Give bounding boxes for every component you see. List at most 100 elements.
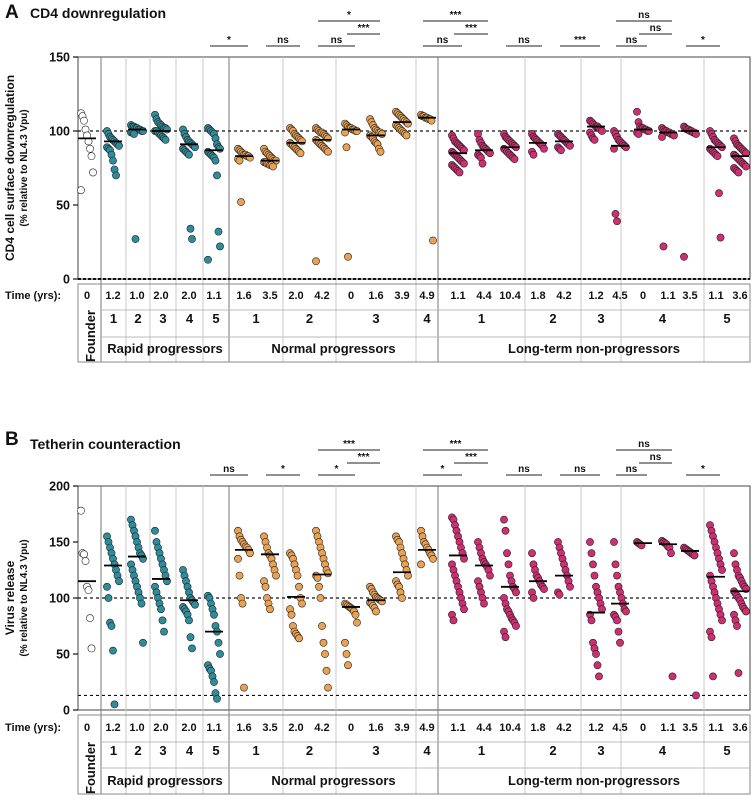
data-point <box>80 116 88 125</box>
data-point <box>87 152 96 161</box>
time-value: 3.5 <box>682 722 697 734</box>
data-point <box>692 691 700 700</box>
data-point <box>238 599 247 608</box>
data-column <box>586 538 606 681</box>
data-point <box>322 666 331 675</box>
data-point <box>211 156 220 165</box>
data-point <box>235 156 244 165</box>
data-point <box>185 616 193 625</box>
time-value: 1.0 <box>129 722 144 734</box>
subject-label: 1 <box>478 311 485 326</box>
significance-label: ns <box>331 35 343 46</box>
data-column <box>448 131 468 177</box>
data-point <box>610 538 618 546</box>
data-point <box>319 638 328 647</box>
data-point <box>501 633 510 642</box>
subject-label: 3 <box>372 311 379 326</box>
y-axis-title: CD4 cell surface downregulation <box>3 75 17 261</box>
time-value: 1.1 <box>206 722 221 734</box>
data-point <box>668 672 677 681</box>
data-point <box>210 610 218 619</box>
subject-label: 2 <box>134 311 141 326</box>
time-value: 3.6 <box>732 722 747 734</box>
table-frame <box>77 283 751 363</box>
time-value: 10.4 <box>499 290 521 302</box>
data-point <box>566 582 574 591</box>
significance-label: *** <box>465 23 477 34</box>
significance-bracket: ns <box>639 23 672 35</box>
significance-label: * <box>335 464 339 475</box>
data-point <box>716 233 725 242</box>
time-value: 3.5 <box>262 290 277 302</box>
data-column <box>77 506 96 653</box>
data-column <box>392 107 412 140</box>
data-point <box>372 607 380 616</box>
data-point <box>137 599 146 608</box>
panel-letter: B <box>5 429 19 450</box>
data-column <box>234 144 254 206</box>
data-point <box>287 610 296 619</box>
data-point <box>139 638 147 647</box>
data-point <box>555 590 564 599</box>
time-value: 2.0 <box>288 722 303 734</box>
data-column <box>448 513 468 625</box>
data-point <box>188 235 196 243</box>
data-point <box>204 255 212 264</box>
data-point <box>112 171 120 180</box>
data-point <box>622 607 630 616</box>
time-value: 4.9 <box>419 722 434 734</box>
data-point <box>324 134 332 143</box>
data-point <box>115 141 123 150</box>
data-point <box>237 198 245 206</box>
time-value: 1.1 <box>660 722 675 734</box>
y-tick-label: 50 <box>56 199 70 213</box>
data-point <box>593 661 602 670</box>
data-point <box>131 235 140 243</box>
data-point <box>235 571 244 580</box>
data-column <box>260 532 280 614</box>
table-frame <box>77 714 751 795</box>
significance-label: * <box>347 10 351 21</box>
data-point <box>690 551 699 560</box>
data-column <box>234 526 254 692</box>
panel-a: A CD4 downregulation CD4 cell surface down… <box>3 2 751 363</box>
data-column <box>127 121 147 243</box>
time-value: 4.9 <box>419 290 434 302</box>
time-value: 4.2 <box>556 722 571 734</box>
time-value: 1.1 <box>206 290 221 302</box>
data-column <box>204 591 224 703</box>
significance-label: * <box>701 464 705 475</box>
data-column <box>610 538 630 647</box>
subject-label: 2 <box>306 743 313 758</box>
significance-label: * <box>227 35 231 46</box>
significance-bracket: ns <box>506 35 542 47</box>
significance-bracket: * <box>210 35 248 47</box>
significance-label: *** <box>343 439 355 450</box>
data-point <box>378 597 386 606</box>
time-value: 4.2 <box>556 290 571 302</box>
data-point <box>718 616 726 625</box>
subject-label: 3 <box>597 311 604 326</box>
time-value: 3.5 <box>682 290 697 302</box>
data-point <box>715 189 723 198</box>
data-column <box>312 124 332 266</box>
significance-bracket: ns <box>506 464 542 476</box>
data-column <box>341 119 361 261</box>
significance-label: *** <box>358 23 370 34</box>
panel-b: B Tetherin counteraction Virus release (% r… <box>3 429 751 795</box>
significance-label: *** <box>465 452 477 463</box>
significance-bracket: ns <box>616 439 672 451</box>
data-point <box>185 150 193 159</box>
data-point <box>633 107 641 116</box>
data-column <box>312 526 332 692</box>
subject-label: 1 <box>252 743 259 758</box>
data-point <box>510 155 519 164</box>
time-value: 4.2 <box>314 290 329 302</box>
data-point <box>216 242 224 251</box>
data-column <box>151 526 171 636</box>
data-column <box>528 130 548 159</box>
data-point <box>734 669 743 677</box>
data-point <box>213 171 221 180</box>
significance-bracket: ns <box>616 10 672 22</box>
